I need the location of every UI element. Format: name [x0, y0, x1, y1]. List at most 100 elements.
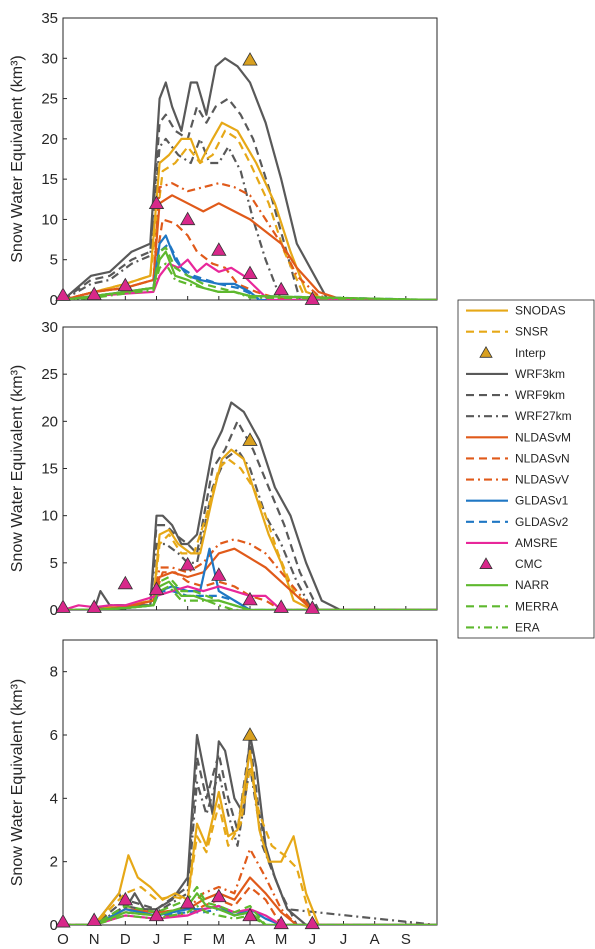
series-snsr — [63, 765, 437, 925]
series-wrf27km — [63, 448, 437, 610]
series-snsr — [63, 129, 437, 300]
legend-label-wrf3km: WRF3km — [515, 367, 565, 381]
series-era — [63, 585, 437, 610]
x-tick-label: F — [183, 931, 192, 948]
panel-middle: 0 5 10 15 20 25 30 Snow Water Equivalent (km³) — [9, 319, 438, 619]
series-era — [63, 262, 437, 300]
legend-label-cmc: CMC — [515, 557, 543, 571]
y-tick-label: 5 — [50, 555, 58, 572]
y-tick-label: 25 — [41, 366, 58, 383]
series-era — [63, 904, 437, 925]
series-wrf3km — [63, 57, 437, 300]
x-tick-label: D — [120, 931, 131, 948]
marker-cmc — [211, 242, 227, 256]
series-amsre — [63, 585, 437, 610]
y-tick-label: 2 — [50, 854, 58, 871]
marker-cmc — [273, 281, 289, 296]
y-axis-label: Snow Water Equivalent (km³) — [9, 679, 26, 886]
legend-label-interp: Interp — [515, 346, 546, 360]
marker-cmc — [242, 591, 258, 606]
marker-cmc — [117, 277, 134, 292]
y-tick-label: 5 — [50, 252, 58, 269]
y-tick-label: 20 — [41, 413, 58, 430]
legend-label-wrf27km: WRF27km — [515, 409, 572, 423]
marker-cmc — [148, 581, 165, 595]
series-snsr — [63, 458, 437, 610]
legend-label-nldasvv: NLDASvV — [515, 473, 569, 487]
legend-label-nldasvm: NLDASvM — [515, 430, 571, 444]
marker-cmc — [242, 907, 258, 922]
series-snodas — [63, 749, 437, 925]
marker-cmc — [86, 912, 102, 926]
legend-marker-cmc — [479, 557, 493, 569]
y-tick-label: 30 — [41, 319, 58, 336]
marker-cmc — [86, 286, 102, 301]
panel-bottom: 0 2 4 6 8 O N D J F M A M J J A S Snow Water Equivalent (… — [9, 639, 438, 948]
marker-cmc — [273, 915, 289, 930]
x-tick-label: J — [153, 931, 161, 948]
legend: SNODAS SNSR Interp WRF3km WRF9km WRF27km NLDAS… — [457, 299, 595, 639]
legend-label-snodas: SNODAS — [515, 304, 566, 318]
marker-cmc — [304, 915, 321, 930]
x-tick-label: S — [401, 931, 411, 948]
y-tick-label: 15 — [41, 171, 58, 188]
marker-interp — [242, 52, 258, 66]
series-gldasv2 — [63, 242, 437, 300]
marker-cmc — [211, 888, 227, 903]
marker-cmc — [55, 914, 71, 928]
series-merra — [63, 575, 437, 610]
x-tick-label: A — [245, 931, 255, 948]
x-tick-label: M — [275, 931, 288, 948]
x-tick-label: J — [340, 931, 348, 948]
marker-cmc — [211, 567, 227, 581]
marker-cmc — [117, 891, 134, 906]
marker-cmc — [117, 575, 134, 590]
series-snodas — [63, 121, 437, 300]
series-wrf27km — [63, 137, 437, 300]
plot-area — [62, 639, 438, 926]
series-merra — [63, 885, 437, 925]
y-tick-label: 10 — [41, 211, 58, 228]
marker-cmc — [304, 291, 321, 305]
legend-label-gldasv2: GLDASv2 — [515, 515, 569, 529]
marker-cmc — [148, 195, 165, 209]
x-tick-label: N — [89, 931, 100, 948]
y-axis-label: Snow Water Equivalent (km³) — [9, 365, 26, 572]
y-tick-label: 15 — [41, 461, 58, 478]
legend-label-narr: NARR — [515, 578, 549, 592]
marker-cmc — [55, 599, 71, 613]
x-tick-label: A — [370, 931, 380, 948]
marker-interp — [242, 727, 258, 741]
legend-label-nldasvn: NLDASvN — [515, 451, 570, 465]
marker-cmc — [86, 599, 102, 613]
legend-label-snsr: SNSR — [515, 325, 549, 339]
y-tick-label: 25 — [41, 91, 58, 108]
y-axis-label: Snow Water Equivalent (km³) — [9, 55, 26, 262]
y-tick-label: 0 — [50, 292, 58, 309]
x-tick-label: O — [57, 931, 69, 948]
x-tick-label: M — [213, 931, 226, 948]
legend-label-gldasv1: GLDASv1 — [515, 494, 569, 508]
y-tick-label: 35 — [41, 10, 58, 27]
marker-cmc — [179, 211, 196, 226]
marker-cmc — [273, 599, 289, 613]
legend-marker-interp — [479, 346, 493, 358]
legend-label-era: ERA — [515, 620, 540, 634]
legend-label-merra: MERRA — [515, 599, 558, 613]
y-tick-label: 6 — [50, 727, 58, 744]
y-tick-label: 30 — [41, 50, 58, 67]
panel-top: 0 5 10 15 20 25 30 35 Snow Water Equivalent (km³… — [9, 10, 438, 309]
legend-label-wrf9km: WRF9km — [515, 388, 565, 402]
marker-cmc — [148, 907, 165, 922]
series-nldasvv — [63, 182, 437, 300]
marker-cmc — [55, 287, 71, 301]
legend-label-amsre: AMSRE — [515, 536, 558, 550]
marker-cmc — [242, 265, 258, 280]
marker-cmc — [304, 600, 321, 614]
y-tick-label: 0 — [50, 917, 58, 934]
y-tick-label: 0 — [50, 602, 58, 619]
y-tick-label: 20 — [41, 131, 58, 148]
marker-cmc — [179, 556, 196, 571]
y-tick-label: 4 — [50, 790, 58, 807]
